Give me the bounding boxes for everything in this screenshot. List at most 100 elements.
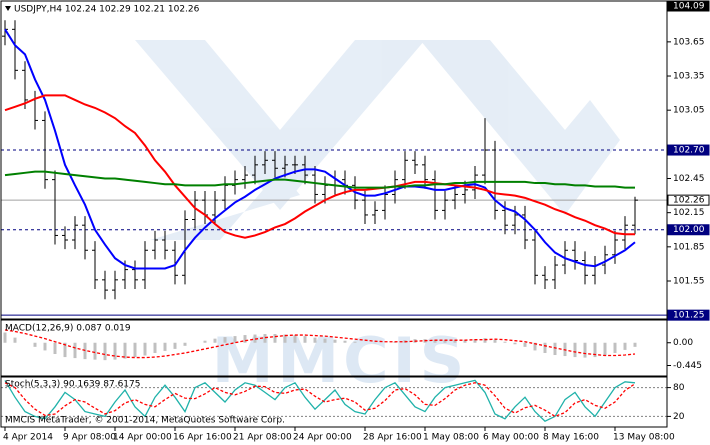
x-tick-label: 1 May 08:00: [423, 433, 479, 443]
macd-bar: [113, 342, 117, 360]
macd-bar: [183, 342, 187, 346]
macd-bar: [123, 342, 127, 359]
macd-bar: [273, 334, 277, 343]
macd-bar: [533, 342, 537, 351]
macd-bar: [173, 342, 177, 349]
macd-bar: [283, 334, 287, 343]
x-tick-label: 9 Apr 08:00: [63, 433, 116, 443]
macd-bar: [303, 336, 307, 343]
macd-bar: [323, 338, 327, 343]
macd-bar: [553, 342, 557, 356]
stoch-frame: [0, 376, 668, 428]
y-tick-label: 20: [673, 412, 685, 422]
y-tick-label: 80: [673, 383, 685, 393]
stoch-panel: [1, 379, 667, 422]
macd-bar: [573, 342, 577, 358]
price-panel: [1, 20, 667, 316]
macd-bar: [473, 339, 477, 343]
x-tick-label: 21 Apr 08:00: [233, 433, 292, 443]
macd-frame: [0, 319, 668, 377]
macd-bar: [503, 341, 507, 343]
level-label: 101.25: [673, 311, 705, 321]
y-tick-label: -0.445: [673, 361, 702, 371]
macd-bar: [333, 339, 337, 343]
macd-title: MACD(12,26,9) 0.087 0.019: [5, 324, 131, 334]
macd-bar: [603, 342, 607, 356]
x-tick-label: 28 Apr 16:00: [363, 433, 422, 443]
macd-bar: [343, 340, 347, 343]
chart-title: USDJPY,H4 102.24 102.29 102.21 102.26: [14, 5, 200, 15]
macd-panel: [3, 329, 637, 361]
y-tick-label: 102.45: [673, 174, 705, 184]
x-tick-label: 8 May 16:00: [543, 433, 599, 443]
macd-bar: [133, 342, 137, 358]
moving-average: [4, 170, 635, 189]
macd-bar: [163, 342, 167, 351]
macd-bar: [463, 339, 467, 343]
level-label: 102.70: [673, 146, 705, 156]
macd-bar: [33, 342, 37, 347]
y-tick-label: 103.35: [673, 72, 705, 82]
macd-bar: [63, 342, 67, 358]
y-tick-label: 101.55: [673, 276, 705, 286]
macd-bar: [623, 342, 627, 350]
macd-bar: [233, 336, 237, 343]
macd-bar: [143, 342, 147, 356]
x-tick-label: 16 Apr 16:00: [173, 433, 232, 443]
level-label: 102.26: [673, 196, 705, 206]
y-tick-label: 0.00: [673, 338, 693, 348]
macd-bar: [293, 335, 297, 343]
stoch-line: [4, 382, 636, 418]
level-label-box: [667, 194, 710, 206]
macd-bar: [633, 342, 637, 347]
macd-bar: [543, 342, 547, 353]
macd-bar: [483, 338, 487, 343]
level-label: 104.09: [673, 2, 705, 12]
macd-bar: [203, 340, 207, 343]
macd-bar: [263, 334, 267, 343]
y-tick-label: 101.85: [673, 242, 705, 252]
stoch-title: Stoch(5,3,3) 90.1639 87.6175: [5, 380, 140, 390]
stoch-line: [4, 379, 636, 422]
macd-bar: [613, 342, 617, 353]
y-tick-label: 103.05: [673, 106, 705, 116]
macd-bar: [443, 340, 447, 343]
macd-bar: [493, 339, 497, 343]
macd-bar: [433, 339, 437, 343]
y-tick-label: 103.65: [673, 37, 705, 47]
level-label-box: [667, 309, 710, 321]
macd-bar: [103, 342, 107, 361]
macd-bar: [3, 332, 7, 343]
x-tick-label: 24 Apr 00:00: [293, 433, 352, 443]
y-tick-label: 102.15: [673, 208, 705, 218]
macd-bar: [53, 342, 57, 354]
moving-average: [4, 94, 635, 239]
macd-bar: [523, 342, 527, 347]
macd-bar: [223, 337, 227, 343]
macd-bar: [73, 342, 77, 359]
macd-bar: [13, 337, 17, 343]
moving-average: [4, 28, 636, 270]
macd-bar: [243, 335, 247, 343]
macd-bar: [153, 342, 157, 353]
x-tick-label: 14 Apr 00:00: [113, 433, 172, 443]
macd-signal: [4, 329, 636, 359]
level-label-box: [667, 0, 710, 12]
level-label-box: [667, 224, 710, 236]
macd-bar: [583, 342, 587, 358]
macd-bar: [453, 340, 457, 343]
macd-bar: [353, 341, 357, 343]
macd-bar: [313, 337, 317, 343]
watermark-text: MMCIS: [212, 324, 469, 397]
copyright: MMCIS MetaTrader, © 2001-2014, MetaQuote…: [5, 416, 285, 426]
macd-bar: [93, 342, 97, 360]
x-tick-label: 13 May 08:00: [613, 433, 675, 443]
level-label: 102.00: [673, 225, 705, 235]
x-tick-label: 6 May 00:00: [483, 433, 539, 443]
macd-bar: [43, 342, 47, 351]
title-icon: [5, 6, 11, 11]
macd-bar: [213, 338, 217, 343]
price-frame: [0, 0, 668, 320]
macd-bar: [373, 342, 377, 344]
